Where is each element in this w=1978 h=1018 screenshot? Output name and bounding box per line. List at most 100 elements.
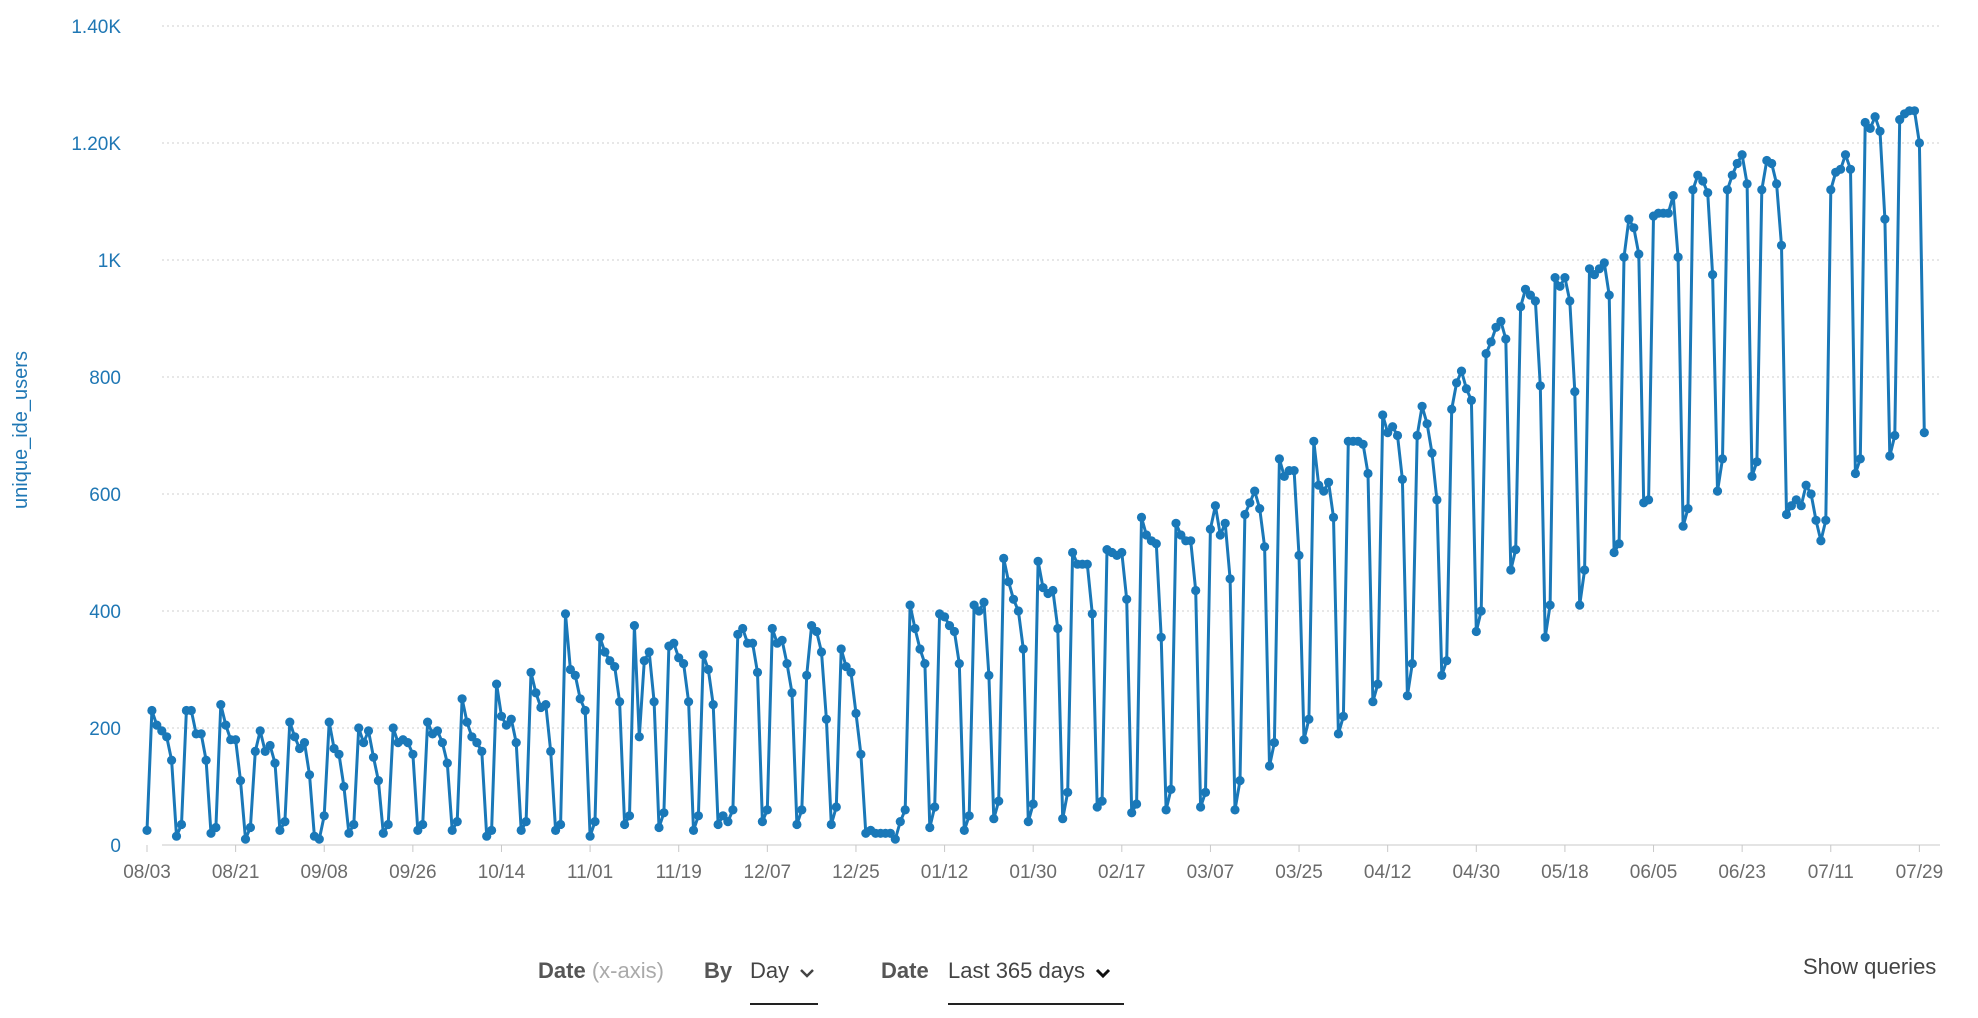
data-point[interactable]	[1004, 577, 1014, 587]
data-point[interactable]	[245, 822, 255, 833]
data-point[interactable]	[679, 659, 689, 669]
data-point[interactable]	[1319, 486, 1329, 496]
data-point[interactable]	[1806, 489, 1816, 499]
data-point[interactable]	[940, 612, 950, 622]
data-point[interactable]	[1412, 430, 1422, 441]
data-point[interactable]	[1476, 606, 1486, 616]
data-point[interactable]	[378, 828, 388, 838]
data-point[interactable]	[1373, 679, 1383, 689]
data-point[interactable]	[1545, 600, 1555, 610]
data-point[interactable]	[1260, 542, 1270, 552]
data-point[interactable]	[1264, 761, 1275, 771]
data-point[interactable]	[1481, 349, 1491, 359]
data-point[interactable]	[1752, 457, 1762, 467]
data-point[interactable]	[782, 659, 792, 669]
data-point[interactable]	[388, 723, 398, 733]
data-point[interactable]	[1890, 430, 1900, 441]
data-point[interactable]	[684, 697, 694, 707]
data-point[interactable]	[979, 597, 989, 607]
data-point[interactable]	[1516, 302, 1526, 312]
data-point[interactable]	[1717, 454, 1728, 464]
data-point[interactable]	[1466, 395, 1476, 405]
data-point[interactable]	[910, 623, 920, 634]
data-point[interactable]	[585, 831, 595, 841]
data-point[interactable]	[1378, 410, 1388, 420]
data-point[interactable]	[1230, 805, 1240, 815]
data-point[interactable]	[1328, 512, 1339, 523]
data-point[interactable]	[1826, 185, 1836, 195]
data-point[interactable]	[1840, 150, 1851, 160]
data-point[interactable]	[1033, 556, 1043, 566]
data-point[interactable]	[373, 776, 383, 786]
data-point[interactable]	[974, 606, 984, 616]
data-point[interactable]	[423, 717, 433, 727]
data-point[interactable]	[713, 819, 723, 830]
data-point[interactable]	[984, 670, 994, 681]
data-point[interactable]	[900, 805, 910, 815]
data-point[interactable]	[147, 705, 157, 716]
data-point[interactable]	[1560, 273, 1570, 283]
data-point[interactable]	[1629, 223, 1639, 233]
data-point[interactable]	[1845, 164, 1856, 174]
data-point[interactable]	[570, 670, 580, 681]
data-point[interactable]	[1122, 594, 1132, 604]
data-point[interactable]	[1442, 656, 1452, 666]
data-point[interactable]	[1575, 600, 1585, 610]
data-point[interactable]	[1205, 524, 1215, 534]
data-point[interactable]	[1309, 436, 1319, 446]
data-point[interactable]	[1240, 509, 1250, 520]
data-point[interactable]	[1555, 281, 1565, 291]
data-point[interactable]	[1299, 735, 1309, 745]
data-point[interactable]	[1432, 495, 1442, 505]
data-point[interactable]	[1511, 545, 1521, 555]
data-point[interactable]	[728, 805, 738, 815]
date-range-select[interactable]: Last 365 days	[948, 958, 1124, 1006]
data-point[interactable]	[1068, 547, 1078, 558]
data-point[interactable]	[624, 811, 635, 821]
data-point[interactable]	[1634, 249, 1644, 259]
data-point[interactable]	[846, 667, 856, 678]
data-point[interactable]	[1781, 509, 1792, 520]
data-point[interactable]	[659, 808, 669, 818]
data-point[interactable]	[1082, 559, 1092, 569]
data-point[interactable]	[1245, 498, 1255, 508]
data-point[interactable]	[1619, 252, 1629, 262]
data-point[interactable]	[221, 720, 231, 730]
data-point[interactable]	[240, 834, 251, 844]
data-point[interactable]	[703, 664, 713, 675]
data-point[interactable]	[964, 811, 974, 821]
data-point[interactable]	[560, 609, 571, 619]
data-point[interactable]	[363, 726, 374, 736]
data-point[interactable]	[1289, 466, 1299, 476]
data-point[interactable]	[299, 738, 310, 748]
data-point[interactable]	[1565, 296, 1575, 306]
data-point[interactable]	[1624, 214, 1634, 224]
data-point[interactable]	[1747, 471, 1757, 481]
data-point[interactable]	[324, 717, 334, 727]
data-point[interactable]	[319, 811, 329, 821]
data-point[interactable]	[851, 708, 861, 719]
data-point[interactable]	[1712, 486, 1723, 496]
data-point[interactable]	[359, 738, 369, 748]
data-point[interactable]	[802, 670, 812, 681]
data-point[interactable]	[1215, 530, 1225, 540]
data-point[interactable]	[1732, 158, 1742, 169]
data-point[interactable]	[1668, 191, 1678, 201]
granularity-select[interactable]: Day	[750, 958, 818, 1006]
data-point[interactable]	[1151, 539, 1161, 549]
data-point[interactable]	[1688, 185, 1698, 195]
data-point[interactable]	[723, 817, 733, 827]
data-point[interactable]	[344, 828, 354, 838]
data-point[interactable]	[1097, 796, 1107, 806]
data-point[interactable]	[669, 638, 679, 648]
data-point[interactable]	[1210, 501, 1220, 511]
data-point[interactable]	[1821, 515, 1831, 525]
data-point[interactable]	[959, 825, 969, 836]
show-queries-link[interactable]: Show queries	[1803, 954, 1937, 979]
data-point[interactable]	[1880, 214, 1890, 224]
data-point[interactable]	[270, 758, 280, 768]
data-point[interactable]	[354, 723, 364, 733]
data-point[interactable]	[541, 700, 551, 710]
data-point[interactable]	[171, 831, 182, 841]
data-point[interactable]	[708, 700, 718, 710]
